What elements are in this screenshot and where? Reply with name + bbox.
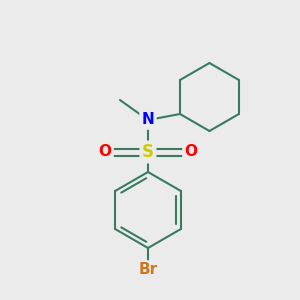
Text: Br: Br <box>138 262 158 278</box>
Text: O: O <box>98 145 112 160</box>
Text: O: O <box>184 145 197 160</box>
Text: N: N <box>142 112 154 128</box>
Text: S: S <box>142 143 154 161</box>
